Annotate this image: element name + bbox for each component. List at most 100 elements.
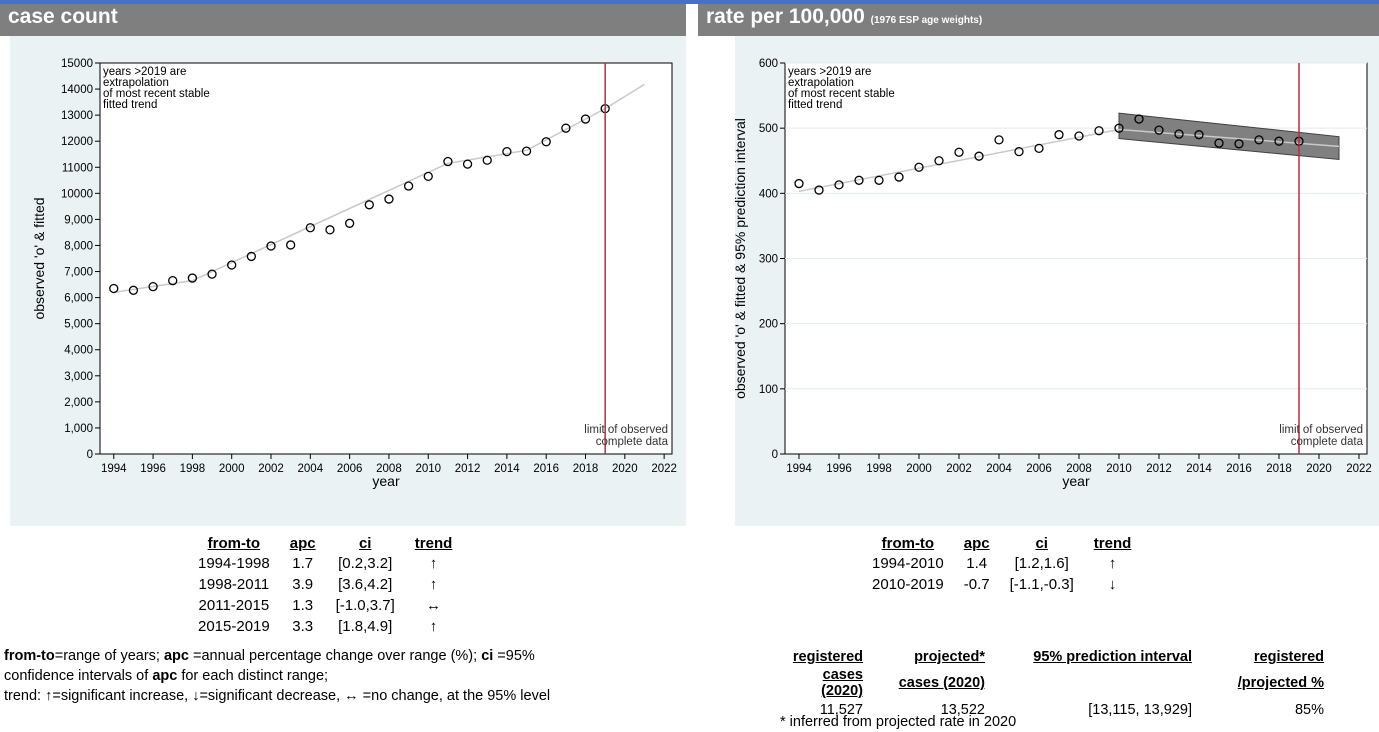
x-tick-label: 2008 — [376, 463, 402, 475]
x-tick-label: 2022 — [651, 463, 677, 475]
x-axis-label: year — [1062, 473, 1090, 489]
footnote-text: =range of years; — [54, 648, 164, 664]
limit-label: limit of observed — [584, 424, 668, 436]
observed-point — [443, 156, 453, 167]
observed-point — [1234, 139, 1244, 149]
projected-cases-header-2: cases (2020) — [898, 675, 985, 691]
observed-point — [502, 146, 512, 157]
table-row: 2015-2019 3.3 [1.8,4.9] ↑ — [188, 616, 462, 637]
from-to-cell: 2011-2015 — [198, 597, 270, 614]
from-to-cell: 1994-2010 — [872, 555, 944, 572]
footnote-text: =significant decrease, — [199, 688, 345, 704]
apc-cell: 1.7 — [292, 555, 314, 572]
observed-point — [403, 181, 414, 191]
registered-cases-header: registered — [792, 649, 863, 665]
observed-point — [266, 241, 276, 251]
observed-point — [168, 276, 178, 286]
annotation-text: fitted trend — [788, 99, 842, 111]
observed-point — [1034, 143, 1044, 154]
legend-footnote: from-to=range of years; apc =annual perc… — [4, 646, 684, 706]
up-arrow-icon: ↑ — [45, 688, 53, 704]
x-tick-label: 2012 — [455, 463, 481, 475]
table-row: 11,527 13,522 [13,115, 13,929] 85% — [778, 699, 1324, 721]
x-tick-label: 2020 — [1306, 463, 1332, 475]
x-tick-label: 2004 — [298, 463, 324, 475]
y-tick-label: 200 — [759, 319, 778, 331]
footnote-text: =significant increase, — [52, 688, 193, 704]
observed-point — [344, 218, 355, 228]
top-accent-line — [0, 0, 1379, 4]
col-trend: trend — [414, 534, 453, 552]
rate-header: rate per 100,000 (1976 ESP age weights) — [698, 4, 1379, 36]
rate-chart: 0 100 200 300 400 500 600 1994 1996 1998 2000 2002 2… — [732, 58, 1372, 489]
x-tick-label: 2010 — [1106, 463, 1132, 475]
left-right-arrow-icon: ↔ — [344, 688, 359, 704]
observed-point — [914, 162, 924, 172]
plot-area — [99, 62, 673, 455]
x-tick-label: 2000 — [219, 463, 245, 475]
from-to-cell: 2010-2019 — [872, 576, 944, 593]
y-tick-label: 1,000 — [64, 423, 93, 435]
observed-point — [1274, 136, 1284, 146]
observed-point — [423, 171, 433, 182]
y-tick-label: 13000 — [61, 110, 93, 122]
limit-label: limit of observed — [1279, 424, 1363, 436]
ci-cell: [3.6,4.2] — [338, 576, 393, 593]
y-tick-label: 5,000 — [64, 319, 93, 331]
annotation-text: years >2019 are — [103, 66, 186, 78]
observed-point — [227, 260, 237, 270]
rate-title: rate per 100,000 — [706, 5, 865, 28]
prediction-interval-value: [13,115, 13,929] — [1088, 702, 1192, 718]
rate-subtitle: (1976 ESP age weights) — [870, 15, 983, 26]
x-tick-label: 2016 — [533, 463, 559, 475]
observed-point — [994, 135, 1004, 145]
down-arrow-icon: ↓ — [192, 688, 200, 704]
annotation-text: fitted trend — [103, 99, 157, 111]
case-count-title: case count — [8, 5, 118, 28]
apc-cell: -0.7 — [963, 576, 990, 593]
observed-point — [1174, 129, 1184, 139]
observed-point — [286, 240, 296, 250]
footnote-line-3: trend: ↑=significant increase, ↓=signifi… — [4, 686, 684, 706]
projected-cases-header: projected* — [914, 649, 985, 665]
fitted-trend-line — [798, 128, 1340, 193]
observed-point — [109, 283, 119, 294]
x-tick-label: 2008 — [1066, 463, 1092, 475]
observed-point — [1094, 126, 1104, 136]
y-tick-label: 100 — [759, 384, 778, 396]
x-tick-label: 2014 — [494, 463, 520, 475]
apc-cell: 3.3 — [292, 618, 314, 635]
observed-point — [384, 194, 394, 204]
projection-table: registered projected* 95% prediction int… — [778, 647, 1324, 721]
col-trend: trend — [1093, 534, 1132, 552]
ratio-header-2: /projected % — [1237, 675, 1324, 691]
observed-point — [187, 273, 198, 283]
observed-point — [462, 159, 473, 169]
footnote-text: trend: — [4, 688, 46, 704]
col-apc: apc — [289, 534, 316, 552]
table-row: 1994-2010 1.4 [1.2,1.6] ↑ — [862, 553, 1141, 574]
y-tick-label: 9,000 — [64, 214, 93, 226]
table-row: 1998-2011 3.9 [3.6,4.2] ↑ — [188, 574, 462, 595]
y-tick-label: 8,000 — [64, 240, 93, 252]
ci-cell: [-1.0,3.7] — [335, 597, 395, 614]
x-tick-label: 1998 — [866, 463, 892, 475]
footnote-term: from-to — [4, 648, 55, 664]
y-tick-label: 15000 — [61, 58, 93, 70]
observed-point — [934, 156, 944, 166]
trend-cell: ↑ — [429, 555, 438, 572]
footnote-term: apc — [163, 648, 189, 664]
projected-cases-value: 13,522 — [940, 702, 985, 718]
y-tick-label: 7,000 — [64, 267, 93, 279]
annotation-text: of most recent stable — [788, 88, 895, 100]
y-tick-label: 0 — [87, 449, 93, 461]
registered-cases-header-2: cases (2020) — [821, 667, 863, 699]
observed-point — [246, 251, 257, 262]
apc-cell: 3.9 — [292, 576, 314, 593]
x-tick-label: 2022 — [1346, 463, 1372, 475]
y-tick-label: 10000 — [61, 188, 93, 200]
observed-point — [1074, 131, 1084, 141]
x-tick-label: 2000 — [906, 463, 932, 475]
y-axis-label: observed 'o' & fitted — [31, 197, 47, 319]
case-count-header: case count — [0, 4, 686, 36]
